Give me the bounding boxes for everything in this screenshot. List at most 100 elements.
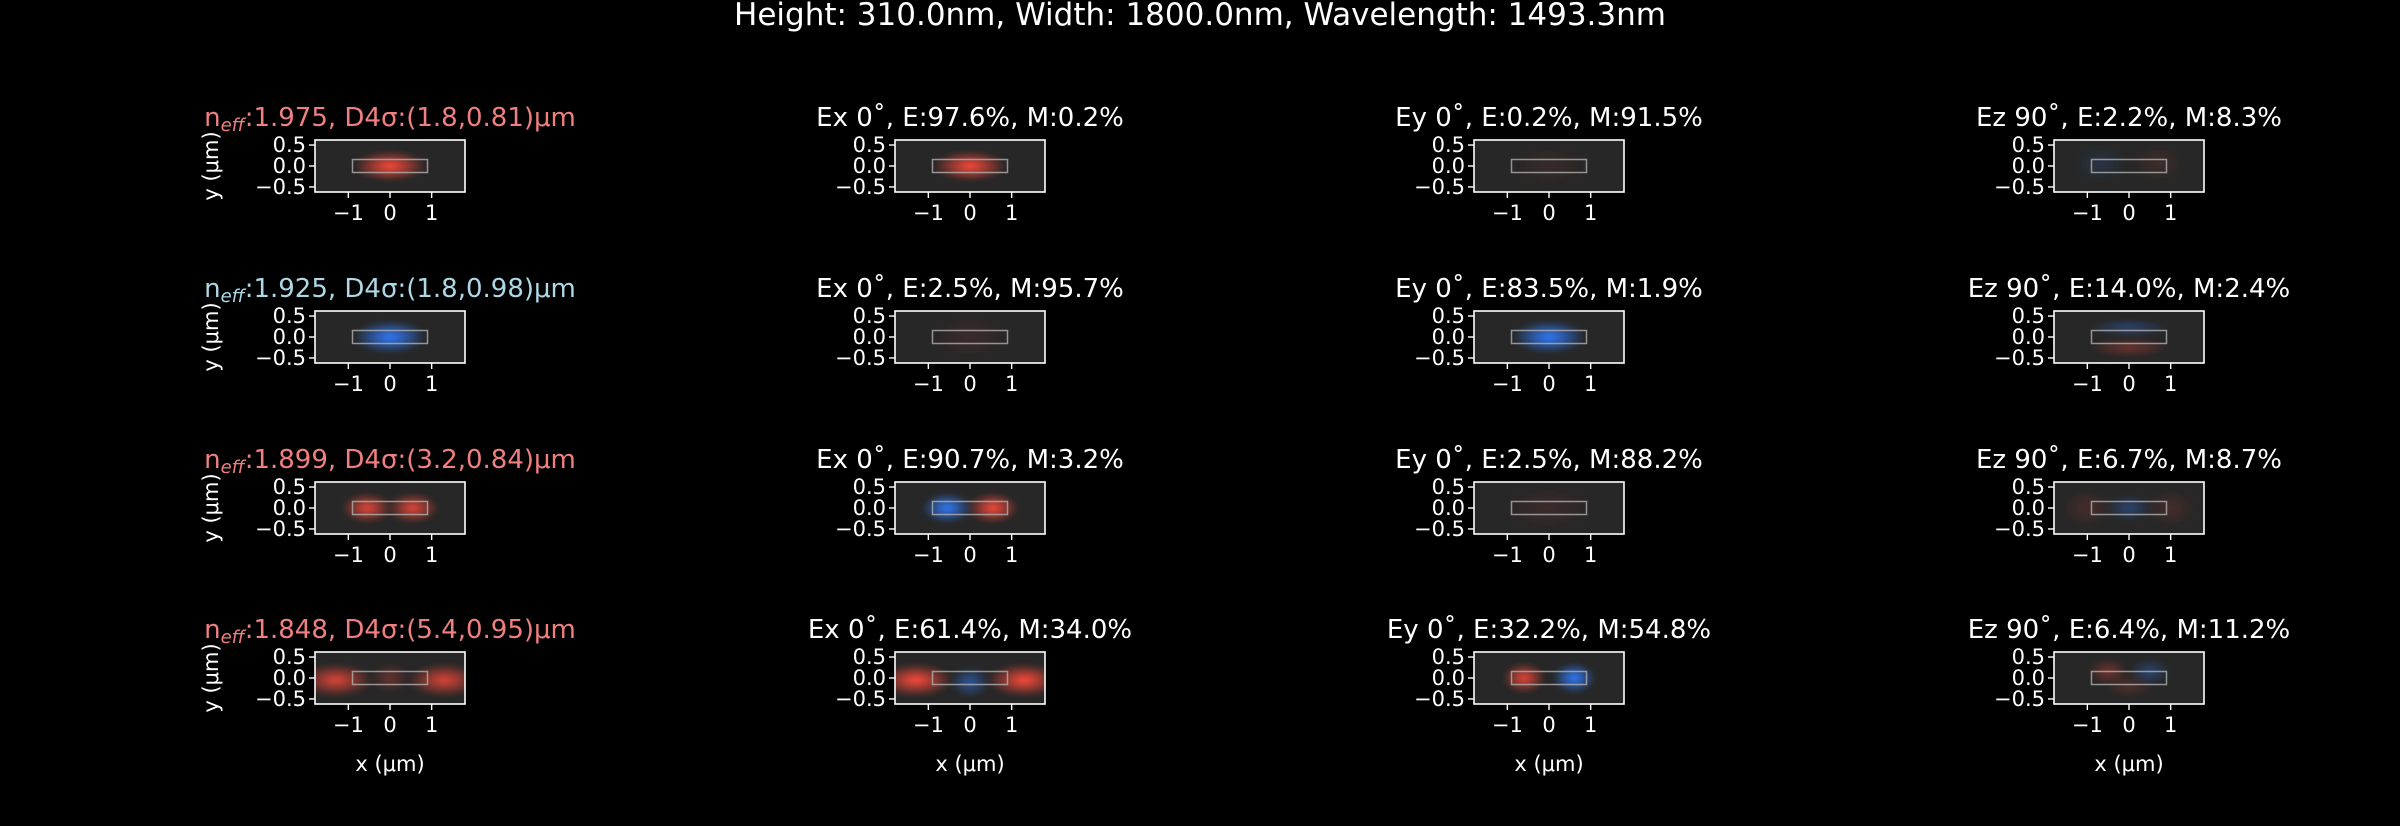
x-tick-label: −1: [2072, 543, 2103, 567]
y-axis-label: y (μm): [199, 643, 223, 712]
x-tick-label: 0: [1542, 543, 1555, 567]
panel-title: Ez 90˚, E:2.2%, M:8.3%: [1976, 103, 2282, 133]
y-tick-label: −0.5: [1994, 175, 2045, 199]
y-tick-label: 0.0: [853, 666, 886, 690]
y-tick-label: 0.5: [853, 475, 886, 499]
waveguide-outline: [931, 670, 1009, 686]
waveguide-outline: [1510, 329, 1588, 345]
field-panel: −1 0 1 0.50.0−0.5 Ex 0˚, E:2.5%, M:95.7%: [816, 274, 1124, 396]
field-lobe: [1502, 662, 1546, 694]
panel-title: Ez 90˚, E:14.0%, M:2.4%: [1968, 274, 2291, 304]
x-tick-label: −1: [1492, 372, 1523, 396]
x-tick-label: 1: [2164, 543, 2177, 567]
x-tick-label: 1: [2164, 201, 2177, 225]
y-tick-label: −0.5: [1994, 687, 2045, 711]
y-tick-label: 0.0: [2012, 496, 2045, 520]
x-tick-label: 1: [425, 201, 438, 225]
y-tick-label: 0.0: [2012, 666, 2045, 690]
y-tick-label: −0.5: [1414, 175, 1465, 199]
x-tick-label: −1: [1492, 713, 1523, 737]
y-tick-label: 0.5: [2012, 645, 2045, 669]
x-tick-label: 1: [1584, 372, 1597, 396]
y-tick-label: 0.0: [273, 154, 306, 178]
x-tick-label: 1: [1005, 372, 1018, 396]
waveguide-outline: [2090, 500, 2168, 516]
x-tick-label: −1: [333, 713, 364, 737]
x-tick-label: −1: [2072, 201, 2103, 225]
field-panel: −1 0 1 0.50.0−0.5 neff:1.975, D4σ:(1.8,0.81)…: [199, 103, 576, 225]
x-tick-label: −1: [1492, 543, 1523, 567]
y-tick-label: −0.5: [255, 687, 306, 711]
field-lobe: [933, 150, 1007, 182]
x-tick-label: −1: [333, 543, 364, 567]
x-tick-label: −1: [913, 543, 944, 567]
x-axis-label: x (μm): [1514, 752, 1583, 776]
y-tick-label: −0.5: [835, 517, 886, 541]
field-intensity: [921, 492, 1019, 524]
y-tick-label: 0.5: [1432, 475, 1465, 499]
x-tick-label: −1: [333, 372, 364, 396]
x-tick-label: 0: [383, 372, 396, 396]
field-lobe: [2105, 675, 2153, 698]
x-tick-label: 0: [963, 201, 976, 225]
x-tick-label: 1: [1584, 543, 1597, 567]
field-intensity: [2073, 145, 2185, 183]
y-tick-label: 0.0: [273, 325, 306, 349]
waveguide-outline: [2090, 670, 2168, 686]
y-tick-label: 0.0: [273, 666, 306, 690]
field-panel: −1 0 1 0.50.0−0.5 Ex 0˚, E:90.7%, M:3.2%: [816, 445, 1124, 567]
field-lobe: [370, 662, 410, 694]
x-tick-label: 1: [2164, 713, 2177, 737]
y-tick-label: 0.5: [853, 133, 886, 157]
field-panel: −1 0 1 0.50.0−0.5 Ez 90˚, E:2.2%, M:8.3%: [1976, 103, 2282, 225]
field-panel: −1 0 1 0.50.0−0.5 Ey 0˚, E:32.2%, M:54.8% x (…: [1387, 615, 1711, 776]
field-intensity: [2060, 489, 2198, 527]
panel-title: Ez 90˚, E:6.7%, M:8.7%: [1976, 445, 2282, 475]
waveguide-outline: [931, 158, 1009, 174]
field-lobe: [2144, 489, 2198, 527]
field-lobe: [353, 150, 427, 182]
x-tick-label: 1: [1005, 543, 1018, 567]
y-tick-label: 0.5: [1432, 645, 1465, 669]
field-panel: −1 0 1 0.50.0−0.5 neff:1.925, D4σ:(1.8,0.98)…: [199, 274, 576, 396]
y-tick-label: 0.5: [1432, 304, 1465, 328]
panel-title: Ey 0˚, E:32.2%, M:54.8%: [1387, 615, 1711, 645]
y-axis-label: y (μm): [199, 473, 223, 542]
field-lobe: [967, 492, 1019, 524]
x-axis-label: x (μm): [935, 752, 1004, 776]
field-panel: −1 0 1 0.50.0−0.5 neff:1.848, D4σ:(5.4,0.95)…: [199, 615, 576, 776]
x-axis-label: x (μm): [2094, 752, 2163, 776]
field-lobe: [387, 492, 439, 524]
field-lobe: [950, 667, 990, 698]
x-tick-label: 1: [425, 713, 438, 737]
waveguide-outline: [351, 329, 429, 345]
x-tick-label: 0: [2122, 372, 2135, 396]
y-tick-label: −0.5: [255, 175, 306, 199]
field-lobe: [353, 320, 427, 354]
x-tick-label: 0: [963, 543, 976, 567]
y-tick-label: 0.5: [853, 645, 886, 669]
x-tick-label: −1: [913, 201, 944, 225]
y-tick-label: 0.0: [1432, 325, 1465, 349]
field-intensity: [1502, 662, 1596, 694]
y-tick-label: −0.5: [835, 687, 886, 711]
x-tick-label: 0: [1542, 372, 1555, 396]
field-panel: −1 0 1 0.50.0−0.5 Ey 0˚, E:83.5%, M:1.9%: [1395, 274, 1703, 396]
x-tick-label: 1: [1584, 713, 1597, 737]
y-tick-label: 0.0: [1432, 154, 1465, 178]
x-tick-label: 1: [1584, 201, 1597, 225]
mode-title: neff:1.925, D4σ:(1.8,0.98)μm: [204, 274, 576, 307]
x-tick-label: 1: [425, 372, 438, 396]
y-tick-label: 0.0: [2012, 154, 2045, 178]
panel-title: Ez 90˚, E:6.4%, M:11.2%: [1968, 615, 2291, 645]
y-axis-label: y (μm): [199, 302, 223, 371]
waveguide-outline: [931, 500, 1009, 516]
field-lobe: [2089, 338, 2169, 357]
x-tick-label: 0: [2122, 543, 2135, 567]
field-intensity: [353, 150, 427, 182]
x-tick-label: 0: [383, 713, 396, 737]
y-tick-label: 0.5: [273, 645, 306, 669]
field-lobe: [341, 492, 393, 524]
field-panel: −1 0 1 0.50.0−0.5 neff:1.899, D4σ:(3.2,0.84)…: [199, 445, 576, 567]
y-tick-label: −0.5: [1414, 687, 1465, 711]
